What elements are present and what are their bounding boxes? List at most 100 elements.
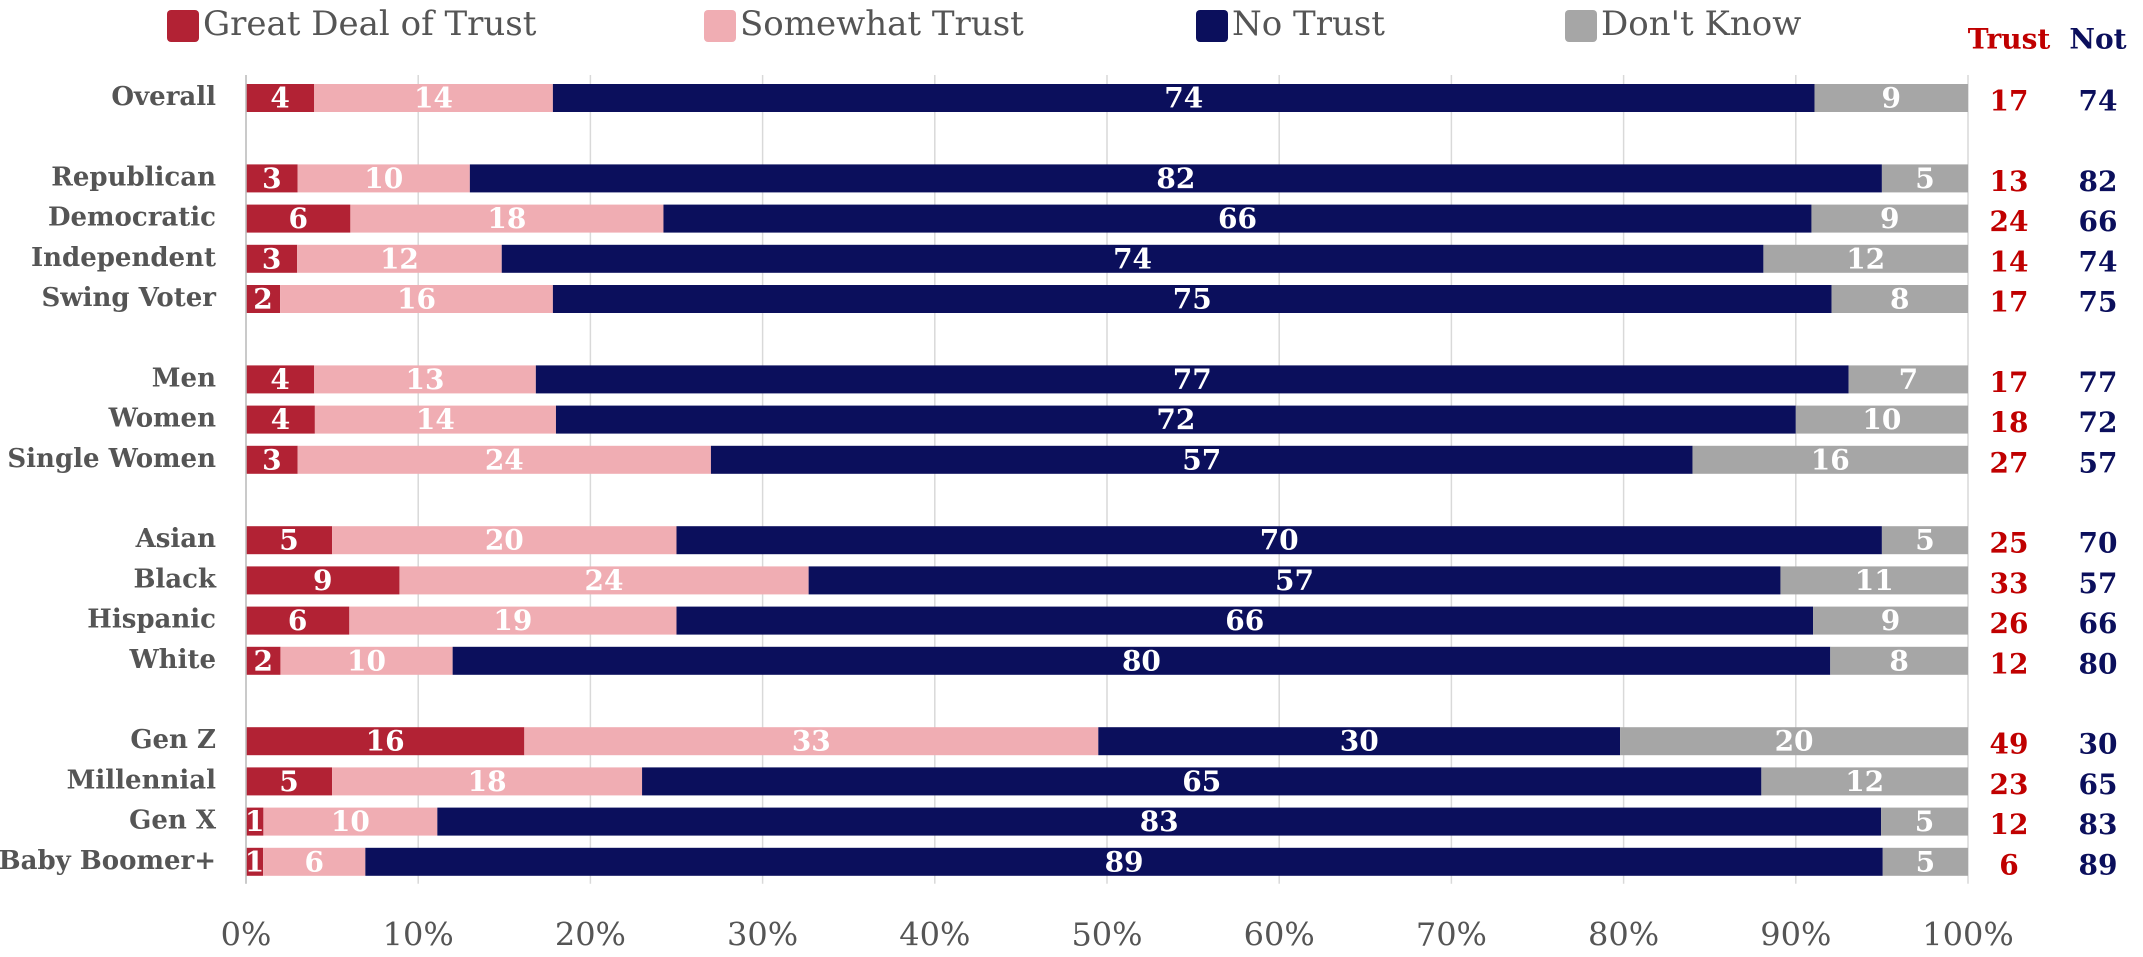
data-label: 12 (1846, 242, 1885, 275)
side-value: 77 (2079, 366, 2118, 399)
bar-segment (1795, 405, 1968, 434)
side-value: 75 (2079, 286, 2118, 319)
data-label: 14 (414, 82, 453, 115)
bar-segment (452, 646, 1831, 675)
bar-segment (314, 365, 536, 394)
side-value: 80 (2079, 647, 2118, 680)
data-label: 20 (485, 524, 524, 557)
data-label: 16 (1811, 443, 1850, 476)
bar-segment (1098, 727, 1621, 756)
legend-label: Somewhat Trust (740, 4, 1024, 44)
side-value: 49 (1990, 728, 2029, 761)
side-value: 12 (1990, 808, 2029, 841)
data-label: 24 (485, 443, 524, 476)
side-value: 12 (1990, 647, 2029, 680)
data-label: 74 (1113, 242, 1152, 275)
data-label: 6 (288, 604, 307, 637)
bar-segment (535, 365, 1849, 394)
bar-segment (350, 204, 664, 233)
bar-segment (524, 727, 1099, 756)
bar-segment (1763, 244, 1968, 273)
data-label: 33 (792, 725, 831, 758)
side-value: 70 (2079, 527, 2118, 560)
x-tick-label: 100% (1922, 916, 2013, 954)
x-tick-label: 70% (1416, 916, 1487, 954)
data-label: 11 (1855, 564, 1894, 597)
legend-label: No Trust (1232, 4, 1385, 44)
side-value: 24 (1990, 205, 2029, 238)
bar-segment (1780, 566, 1968, 595)
data-label: 9 (1880, 202, 1899, 235)
data-label: 70 (1260, 524, 1299, 557)
data-label: 7 (1899, 363, 1918, 396)
bar-segment (469, 164, 1882, 193)
bar-segment (808, 566, 1781, 595)
x-tick-label: 0% (221, 916, 272, 954)
data-label: 20 (1775, 725, 1814, 758)
bar-segment (246, 526, 333, 555)
data-label: 6 (304, 845, 323, 878)
data-label: 89 (1105, 845, 1144, 878)
x-tick-label: 40% (899, 916, 970, 954)
category-label: Independent (31, 243, 216, 273)
side-value: 23 (1990, 768, 2029, 801)
side-value: 17 (1990, 85, 2029, 118)
bar-segment (710, 445, 1693, 474)
data-label: 5 (1915, 524, 1934, 557)
side-value: 72 (2079, 406, 2118, 439)
bar-segment (246, 164, 298, 193)
category-label: Black (133, 564, 217, 594)
bar-segment (246, 606, 350, 635)
data-label: 19 (493, 604, 532, 637)
data-label: 66 (1225, 604, 1264, 637)
bar-segment (365, 847, 1883, 876)
side-value: 6 (1999, 848, 2018, 881)
x-tick-label: 80% (1588, 916, 1659, 954)
data-label: 2 (253, 283, 272, 316)
bar-segment (297, 244, 502, 273)
side-value: 13 (1990, 165, 2029, 198)
side-value: 82 (2079, 165, 2118, 198)
bar-segment (552, 285, 1832, 313)
bar-segment (246, 847, 264, 876)
bar-segment (332, 767, 643, 796)
bar-segment (297, 445, 711, 474)
data-label: 77 (1173, 363, 1212, 396)
bar-segment (297, 164, 470, 193)
bar-segment (246, 244, 298, 273)
bar-segment (663, 204, 1812, 233)
bar-segment (1882, 847, 1968, 876)
category-label: Democratic (48, 203, 216, 233)
x-tick-label: 30% (727, 916, 798, 954)
bar-segment (1881, 807, 1968, 836)
bar-segment (246, 727, 525, 756)
data-label: 57 (1182, 443, 1221, 476)
data-label: 4 (270, 363, 289, 396)
data-label: 16 (366, 725, 405, 758)
bar-segment (1848, 365, 1968, 394)
data-label: 9 (313, 564, 332, 597)
data-label: 10 (1862, 403, 1901, 436)
category-label: Single Women (7, 444, 216, 474)
bar-segment (246, 807, 264, 836)
column-header: Trust (1968, 23, 2051, 56)
bar-segment (246, 285, 281, 313)
bar-segment (1830, 646, 1968, 675)
category-label: Gen X (129, 806, 217, 836)
category-label: Asian (135, 524, 217, 554)
data-label: 3 (262, 162, 281, 195)
bar-segment (1881, 164, 1968, 193)
data-label: 3 (262, 242, 281, 275)
bar-segment (552, 84, 1815, 112)
x-tick-label: 50% (1071, 916, 1142, 954)
bar-segment (676, 606, 1814, 635)
data-label: 4 (270, 82, 289, 115)
bar-segment (399, 566, 809, 595)
category-label: Swing Voter (41, 283, 216, 313)
bar-segment (1881, 526, 1968, 555)
bar-segment (642, 767, 1762, 796)
bar-segment (437, 807, 1882, 836)
data-label: 1 (245, 845, 264, 878)
